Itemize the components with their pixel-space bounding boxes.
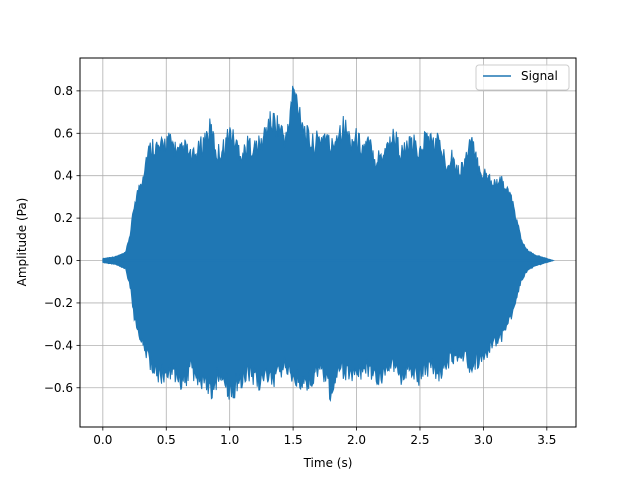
y-tick-label: −0.2 [44,296,73,310]
x-axis-label: Time (s) [303,456,353,470]
axes-frame [79,57,577,428]
x-tick-label: 1.0 [220,433,239,447]
x-tick-label: 0.0 [93,433,112,447]
x-tick-label: 3.5 [537,433,556,447]
y-axis-ticks: −0.6 −0.4 −0.2 0.0 0.2 0.4 0.6 0.8 [44,84,80,395]
x-tick-label: 3.0 [474,433,493,447]
x-tick-label: 1.5 [284,433,303,447]
legend: Signal [475,64,570,91]
y-tick-label: 0.2 [54,211,73,225]
y-tick-label: 0.8 [54,84,73,98]
x-tick-label: 0.5 [157,433,176,447]
y-tick-label: −0.4 [44,338,73,352]
x-tick-label: 2.5 [410,433,429,447]
legend-box [475,64,570,91]
legend-label-signal: Signal [521,69,558,83]
x-tick-label: 2.0 [347,433,366,447]
y-axis-label: Amplitude (Pa) [15,198,29,287]
plot-area [102,85,555,402]
x-axis-ticks: 0.0 0.5 1.0 1.5 2.0 2.5 3.0 3.5 [93,427,556,447]
y-tick-label: 0.4 [54,169,73,183]
y-tick-label: −0.6 [44,381,73,395]
y-tick-label: 0.6 [54,126,73,140]
y-tick-label: 0.0 [54,254,73,268]
